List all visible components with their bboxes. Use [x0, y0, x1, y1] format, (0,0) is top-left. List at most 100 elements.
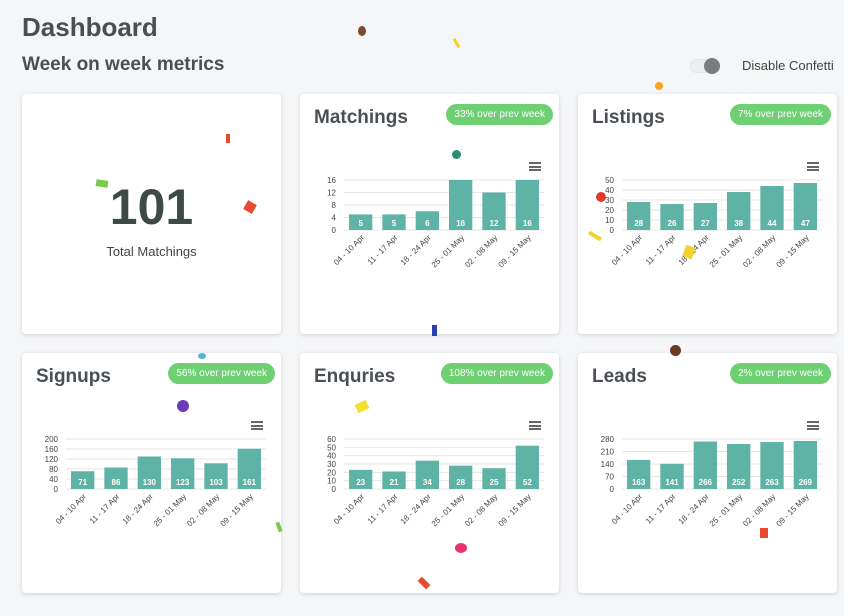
x-tick-label: 25 - 01 May — [430, 233, 466, 269]
bar — [482, 468, 506, 489]
listings-card: Listings 7% over prev week 0 10 20 30 40 50 28… — [578, 94, 837, 334]
x-tick-label: 11 - 17 Apr — [88, 492, 122, 526]
card-title: Matchings — [314, 107, 408, 128]
data-label: 52 — [523, 478, 532, 487]
growth-badge: 56% over prev week — [168, 363, 275, 384]
data-label: 23 — [356, 478, 365, 487]
data-label: 26 — [668, 219, 677, 228]
x-tick-label: 25 - 01 May — [708, 492, 744, 528]
bar — [349, 214, 373, 230]
y-tick-label: 0 — [610, 226, 615, 235]
x-tick-label: 11 - 17 Apr — [644, 492, 678, 526]
y-tick-label: 0 — [610, 485, 615, 494]
y-tick-label: 20 — [327, 468, 336, 477]
data-label: 44 — [768, 219, 777, 228]
confetti-toggle[interactable] — [690, 57, 720, 74]
total-matchings-value: 101 — [109, 179, 194, 235]
bar — [449, 180, 473, 230]
growth-badge: 2% over prev week — [729, 363, 831, 384]
data-label: 161 — [243, 478, 257, 487]
data-label: 12 — [490, 219, 499, 228]
y-tick-label: 20 — [605, 206, 614, 215]
y-tick-label: 8 — [332, 201, 337, 210]
y-tick-label: 40 — [327, 452, 336, 461]
data-label: 269 — [799, 478, 813, 487]
bar — [171, 458, 195, 489]
bar — [693, 203, 717, 230]
data-label: 25 — [490, 478, 499, 487]
x-tick-label: 04 - 10 Apr — [610, 233, 644, 267]
total-matchings-label: Total Matchings — [106, 244, 197, 259]
data-label: 34 — [423, 478, 432, 487]
chart-menu-icon[interactable] — [529, 162, 541, 171]
bar — [71, 471, 95, 489]
data-label: 28 — [634, 219, 643, 228]
y-tick-label: 50 — [605, 176, 614, 185]
y-tick-label: 30 — [605, 196, 614, 205]
bar — [693, 441, 717, 489]
chart-menu-icon[interactable] — [807, 421, 819, 430]
bar — [415, 460, 439, 489]
bar — [660, 204, 684, 230]
y-tick-label: 30 — [327, 460, 336, 469]
chart-menu-icon[interactable] — [807, 162, 819, 171]
y-tick-label: 140 — [601, 460, 615, 469]
y-tick-label: 40 — [605, 186, 614, 195]
bar — [415, 211, 439, 230]
data-label: 21 — [390, 478, 399, 487]
enquries-card: Enquries 108% over prev week 0 10 20 30 40 50… — [300, 353, 559, 593]
bar — [382, 471, 406, 489]
data-label: 123 — [176, 478, 190, 487]
disable-confetti-control[interactable]: Disable Confetti — [690, 57, 834, 74]
bar — [137, 456, 161, 489]
y-tick-label: 50 — [327, 443, 336, 452]
data-label: 263 — [765, 478, 779, 487]
signups-card: Signups 56% over prev week 0 40 80 120 160 20… — [22, 353, 281, 593]
x-tick-label: 02 - 08 May — [741, 492, 777, 528]
y-tick-label: 70 — [605, 473, 614, 482]
confetti-toggle-label: Disable Confetti — [742, 58, 834, 73]
x-tick-label: 11 - 17 Apr — [366, 233, 400, 267]
data-label: 5 — [358, 219, 363, 228]
bar — [760, 186, 784, 230]
data-label: 71 — [78, 478, 87, 487]
bar — [727, 192, 751, 230]
toggle-knob — [704, 57, 720, 74]
data-label: 27 — [701, 219, 710, 228]
chart-menu-icon[interactable] — [251, 421, 263, 430]
x-tick-label: 11 - 17 Apr — [644, 233, 678, 267]
y-tick-label: 80 — [49, 465, 58, 474]
x-tick-label: 18 - 24 Apr — [677, 492, 711, 526]
x-tick-label: 11 - 17 Apr — [366, 492, 400, 526]
x-tick-label: 04 - 10 Apr — [332, 492, 366, 526]
card-title: Signups — [36, 366, 111, 387]
bar — [793, 183, 817, 230]
x-tick-label: 02 - 08 May — [463, 492, 499, 528]
bar — [204, 463, 228, 489]
x-tick-label: 02 - 08 May — [463, 233, 499, 269]
data-label: 5 — [392, 219, 397, 228]
y-tick-label: 12 — [327, 189, 336, 198]
x-tick-label: 04 - 10 Apr — [332, 233, 366, 267]
data-label: 38 — [734, 219, 743, 228]
leads-card: Leads 2% over prev week 0 70 140 210 280 163 0… — [578, 353, 837, 593]
growth-badge: 33% over prev week — [446, 104, 553, 125]
y-tick-label: 280 — [601, 435, 615, 444]
data-label: 28 — [456, 478, 465, 487]
x-tick-label: 09 - 15 May — [775, 492, 811, 528]
bar — [727, 444, 751, 489]
y-tick-label: 16 — [327, 176, 336, 185]
card-title: Listings — [592, 107, 665, 128]
x-tick-label: 02 - 08 May — [741, 233, 777, 269]
data-label: 103 — [209, 478, 223, 487]
matchings-card: Matchings 33% over prev week 0 4 8 12 16 5 04 … — [300, 94, 559, 334]
card-title: Enquries — [314, 366, 396, 387]
chart-menu-icon[interactable] — [529, 421, 541, 430]
x-tick-label: 18 - 24 Apr — [677, 233, 711, 267]
y-tick-label: 210 — [601, 448, 615, 457]
data-label: 141 — [665, 478, 679, 487]
data-label: 6 — [425, 219, 430, 228]
y-tick-label: 40 — [49, 475, 58, 484]
